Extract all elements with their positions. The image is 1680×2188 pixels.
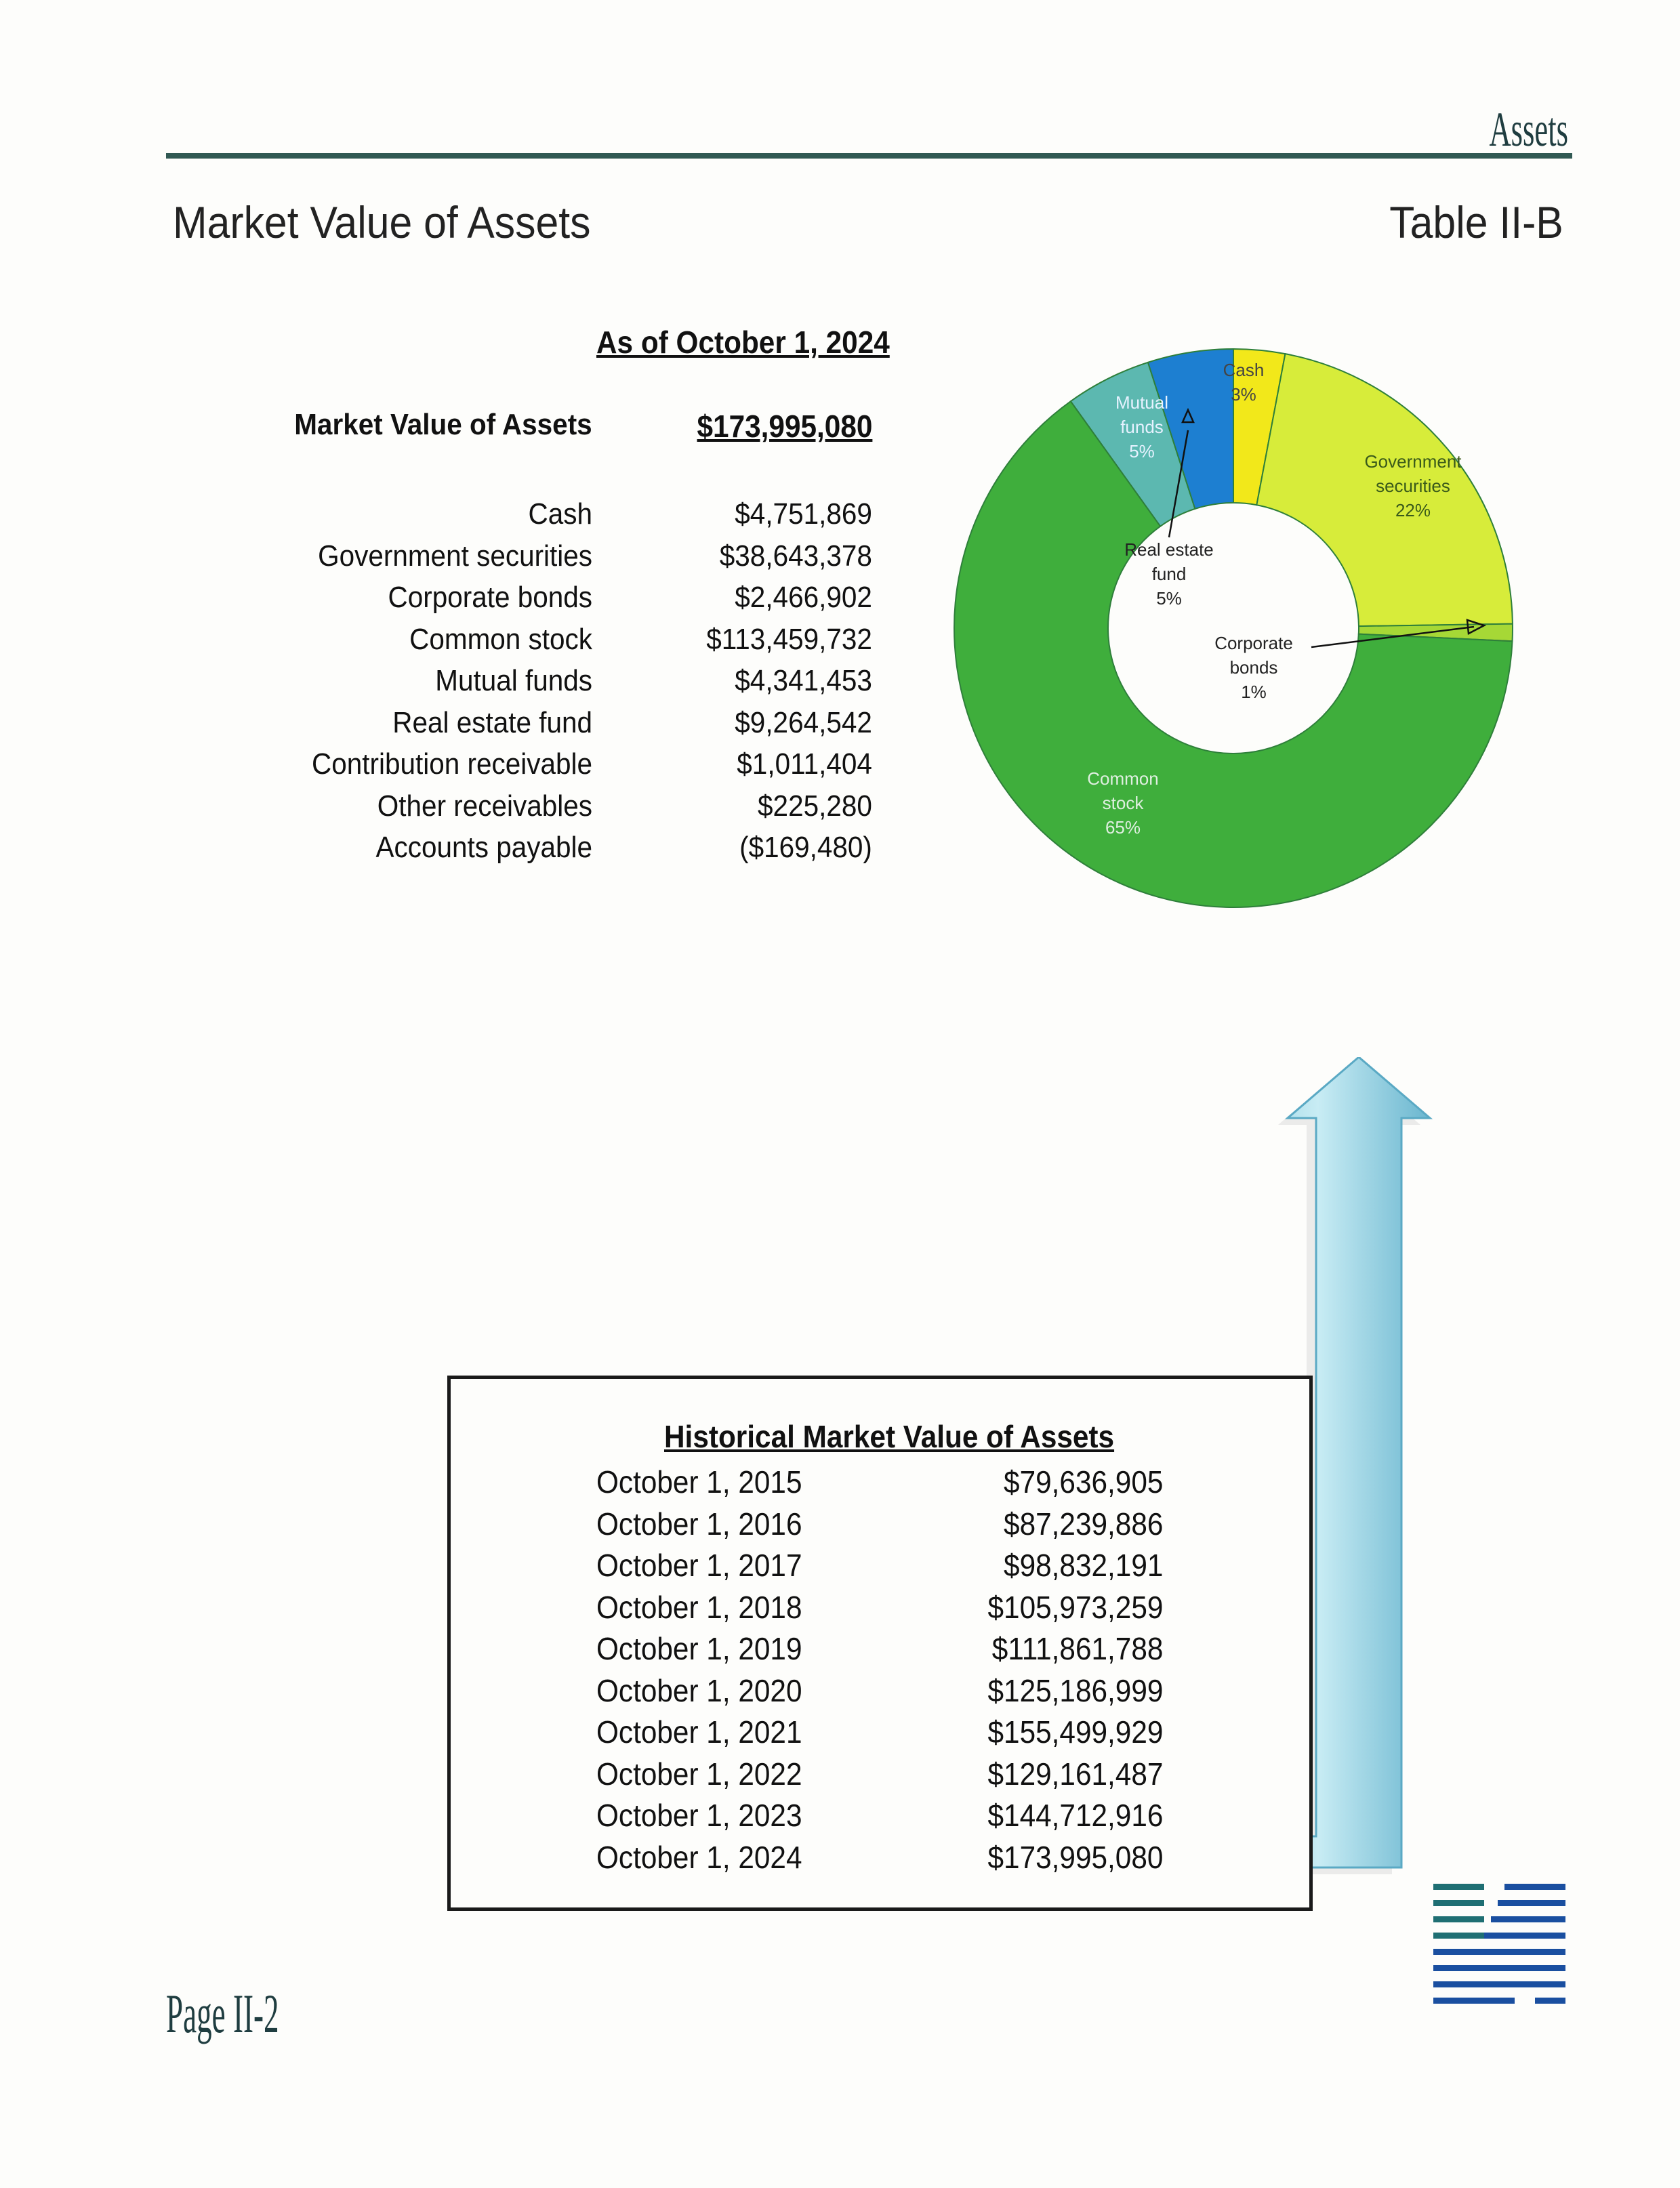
asset-label: Common stock — [409, 622, 592, 656]
page-title: Market Value of Assets — [173, 197, 591, 247]
asset-label: Government securities — [318, 539, 592, 573]
leader-arrow — [1311, 625, 1475, 648]
asset-label: Accounts payable — [375, 831, 592, 864]
asset-allocation-donut-chart: Cash 3% Government securities 22% Corporate bo… — [954, 348, 1513, 908]
asset-value: $225,280 — [758, 789, 872, 823]
historical-value: $111,861,788 — [991, 1631, 1163, 1666]
historical-value: $144,712,916 — [987, 1798, 1163, 1833]
donut-slice — [954, 400, 1513, 908]
historical-value: $125,186,999 — [987, 1672, 1163, 1708]
asset-value: ($169,480) — [739, 831, 872, 864]
historical-date: October 1, 2018 — [596, 1589, 802, 1625]
asset-value: $9,264,542 — [735, 705, 872, 739]
donut-slice — [1256, 352, 1513, 627]
donut-slice-label: Government securities 22% — [1364, 451, 1462, 520]
historical-value: $87,239,886 — [1003, 1506, 1163, 1542]
historical-value: $129,161,487 — [987, 1756, 1163, 1792]
historical-title: Historical Market Value of Assets — [664, 1419, 1115, 1454]
asset-value: $4,751,869 — [735, 497, 872, 531]
asset-value: $2,466,902 — [735, 581, 872, 614]
historical-date: October 1, 2022 — [596, 1756, 802, 1792]
leader-arrow — [1168, 430, 1189, 538]
page-number: Page II-2 — [166, 1983, 279, 2044]
historical-date: October 1, 2015 — [596, 1464, 802, 1500]
historical-value: $105,973,259 — [987, 1589, 1163, 1625]
donut-slice-label: Mutual funds 5% — [1115, 392, 1168, 461]
donut-slice — [1147, 348, 1234, 510]
section-label: Assets — [1489, 102, 1568, 157]
historical-date: October 1, 2016 — [596, 1506, 802, 1542]
asset-label-column: Cash Government securities Corporate bon… — [287, 493, 592, 869]
asset-label: Cash — [528, 497, 592, 531]
donut-slice-label: Common stock 65% — [1087, 768, 1158, 838]
historical-date-column: October 1, 2015 October 1, 2016 October … — [596, 1462, 820, 1878]
total-label: Market Value of Assets — [294, 408, 592, 441]
asset-value-column: $4,751,869 $38,643,378 $2,466,902 $113,4… — [692, 493, 872, 869]
leader-arrow — [1466, 619, 1487, 635]
leader-arrow — [1181, 407, 1195, 424]
historical-date: October 1, 2023 — [596, 1798, 802, 1833]
historical-table-box — [447, 1376, 1313, 1911]
historical-date: October 1, 2019 — [596, 1631, 802, 1666]
historical-date: October 1, 2020 — [596, 1672, 802, 1708]
historical-value: $155,499,929 — [987, 1714, 1163, 1750]
total-value: $173,995,080 — [697, 409, 872, 444]
asset-label: Real estate fund — [392, 705, 592, 739]
asset-value: $113,459,732 — [706, 622, 872, 656]
table-label: Table II-B — [1389, 197, 1563, 247]
as-of-heading: As of October 1, 2024 — [596, 325, 890, 360]
header-rule — [166, 153, 1572, 159]
historical-value-column: $79,636,905 $87,239,886 $98,832,191 $105… — [972, 1462, 1163, 1878]
historical-value: $98,832,191 — [1003, 1548, 1163, 1583]
asset-label: Other receivables — [377, 789, 592, 823]
historical-date: October 1, 2017 — [596, 1548, 802, 1583]
company-logo-icon — [1433, 1884, 1565, 2004]
asset-label: Contribution receivable — [311, 747, 592, 781]
donut-slice-label: Corporate bonds 1% — [1214, 633, 1293, 702]
asset-label: Mutual funds — [435, 664, 592, 697]
donut-slice-label: Real estate fund 5% — [1124, 539, 1214, 608]
donut-slice-label: Cash 3% — [1223, 360, 1265, 405]
historical-date: October 1, 2024 — [596, 1839, 802, 1875]
asset-value: $4,341,453 — [735, 664, 872, 697]
asset-value: $38,643,378 — [719, 539, 872, 573]
historical-date: October 1, 2021 — [596, 1714, 802, 1750]
asset-value: $1,011,404 — [737, 747, 872, 781]
historical-value: $79,636,905 — [1003, 1464, 1163, 1500]
asset-label: Corporate bonds — [388, 581, 592, 614]
historical-value: $173,995,080 — [987, 1839, 1163, 1875]
